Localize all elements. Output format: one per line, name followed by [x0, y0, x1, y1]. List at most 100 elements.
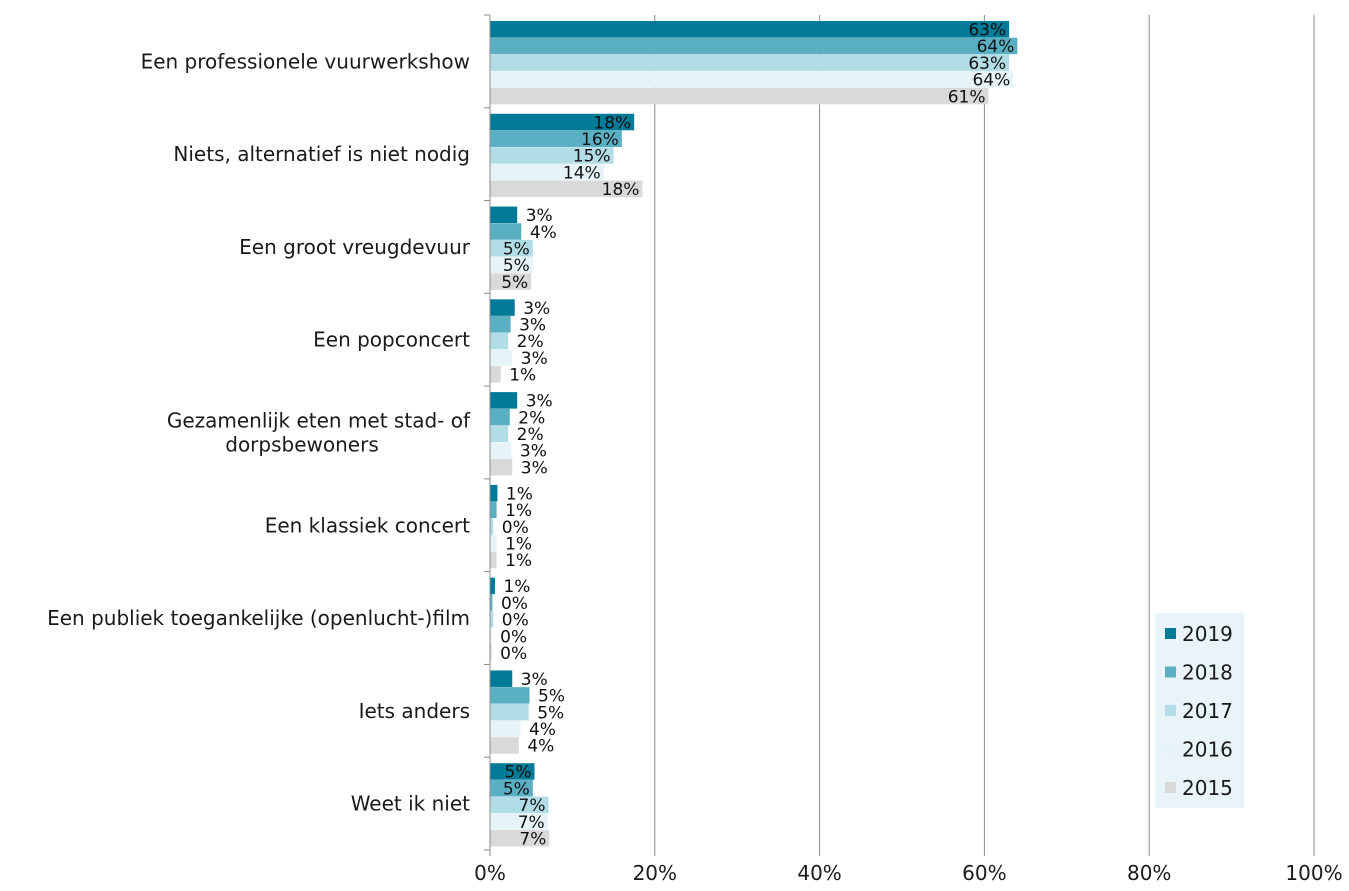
bar-2019 [490, 484, 498, 502]
data-labels: 63%64%63%64%61%18%16%15%14%18%3%4%5%5%5%… [500, 21, 1014, 850]
bar-2016 [490, 442, 512, 459]
data-label-2015: 0% [500, 644, 527, 664]
x-tick-label: 0% [474, 861, 506, 885]
data-label-2016: 3% [521, 349, 548, 369]
bar-2015 [490, 830, 550, 847]
data-label-2015: 3% [521, 458, 548, 478]
data-label-2019: 1% [506, 484, 533, 504]
data-label-2018: 4% [530, 223, 557, 243]
legend-label-2017: 2017 [1182, 699, 1233, 723]
legend-swatch-2015 [1165, 782, 1176, 793]
data-label-2017: 63% [968, 54, 1006, 74]
data-label-2018: 64% [977, 37, 1015, 57]
category-label: Gezamenlijk eten met stad- of [167, 409, 471, 433]
category-labels: Een professionele vuurwerkshow Niets, alt… [47, 49, 471, 815]
bar-2016 [490, 627, 492, 645]
bar-2019 [490, 763, 535, 780]
data-label-2019: 18% [593, 113, 631, 133]
data-label-2015: 1% [509, 366, 536, 386]
legend-swatch-2019 [1165, 628, 1176, 639]
category-label: Een publiek toegankelijke (openlucht-)fi… [47, 606, 470, 630]
data-label-2019: 1% [503, 577, 530, 597]
data-label-2015: 5% [501, 273, 528, 293]
category-label: dorpsbewoners [225, 433, 379, 457]
bar-2015 [490, 180, 643, 198]
data-label-2016: 0% [500, 627, 527, 647]
bar-2017 [490, 796, 549, 814]
bar-2017 [490, 147, 614, 164]
legend-swatch-2017 [1165, 705, 1176, 716]
bar-2019 [490, 206, 518, 224]
bar-2018 [490, 501, 497, 519]
data-label-2018: 16% [581, 130, 619, 150]
bar-2015 [490, 644, 492, 661]
bar-2018 [490, 687, 530, 704]
data-label-2017: 15% [573, 147, 611, 167]
legend-label-2019: 2019 [1182, 622, 1233, 646]
x-tick-label: 100% [1285, 861, 1342, 885]
bar-2016 [490, 534, 497, 552]
data-label-2016: 5% [503, 256, 530, 276]
data-label-2015: 7% [519, 830, 546, 850]
data-label-2019: 3% [526, 206, 553, 226]
data-label-2017: 5% [537, 703, 564, 723]
bar-2017 [490, 703, 529, 721]
data-label-2017: 0% [502, 518, 529, 538]
data-label-2017: 5% [503, 239, 530, 259]
legend: 2019 2018 2017 2016 2015 [1155, 613, 1244, 808]
legend-swatch-2018 [1165, 666, 1176, 678]
data-label-2016: 14% [563, 163, 601, 183]
bar-2018 [490, 223, 522, 240]
gridlines [654, 15, 1315, 850]
category-label: Een groot vreugdevuur [239, 235, 471, 259]
category-label: Een popconcert [313, 328, 470, 352]
bar-2019 [490, 21, 1010, 38]
bar-2018 [490, 130, 622, 147]
category-label: Een klassiek concert [265, 513, 470, 537]
bar-2015 [490, 458, 513, 476]
legend-label-2015: 2015 [1182, 776, 1233, 800]
bar-2015 [490, 366, 501, 383]
data-label-2015: 18% [602, 180, 640, 200]
data-label-2017: 7% [519, 796, 546, 816]
data-label-2015: 4% [527, 737, 554, 757]
data-label-2016: 7% [518, 813, 545, 833]
data-label-2019: 63% [968, 21, 1006, 41]
bar-2016 [490, 813, 548, 830]
data-label-2019: 3% [523, 299, 550, 319]
x-tick-label: 40% [797, 861, 841, 885]
data-label-2018: 5% [503, 779, 530, 799]
category-label: Niets, alternatief is niet nodig [173, 142, 470, 166]
bar-2019 [490, 392, 518, 409]
category-label: Een professionele vuurwerkshow [141, 49, 470, 73]
bar-2017 [490, 54, 1010, 71]
bar-2016 [490, 720, 521, 738]
data-label-2018: 3% [519, 316, 546, 336]
x-tick-label: 20% [633, 861, 677, 885]
data-label-2018: 2% [518, 408, 545, 428]
bar-2017 [490, 518, 494, 535]
data-label-2018: 5% [538, 687, 565, 707]
bar-2018 [490, 316, 511, 333]
legend-swatch-2016 [1165, 743, 1176, 755]
bar-2019 [490, 113, 635, 131]
bar-2016 [490, 256, 533, 274]
bar-2017 [490, 332, 509, 350]
bar-2019 [490, 670, 513, 687]
bar-2015 [490, 551, 497, 569]
bar-2015 [490, 737, 519, 754]
x-tick-label: 60% [962, 861, 1006, 885]
legend-label-2016: 2016 [1182, 738, 1233, 762]
bar-2018 [490, 408, 510, 426]
bar-2017 [490, 425, 509, 443]
data-label-2017: 2% [517, 425, 544, 445]
bar-2016 [490, 71, 1014, 88]
data-label-2019: 3% [521, 670, 548, 690]
legend-label-2018: 2018 [1182, 661, 1233, 685]
data-label-2015: 61% [948, 87, 986, 107]
data-label-2016: 1% [505, 534, 532, 554]
bar-2016 [490, 349, 513, 366]
bar-2017 [490, 239, 533, 257]
category-label: Iets anders [359, 699, 470, 723]
